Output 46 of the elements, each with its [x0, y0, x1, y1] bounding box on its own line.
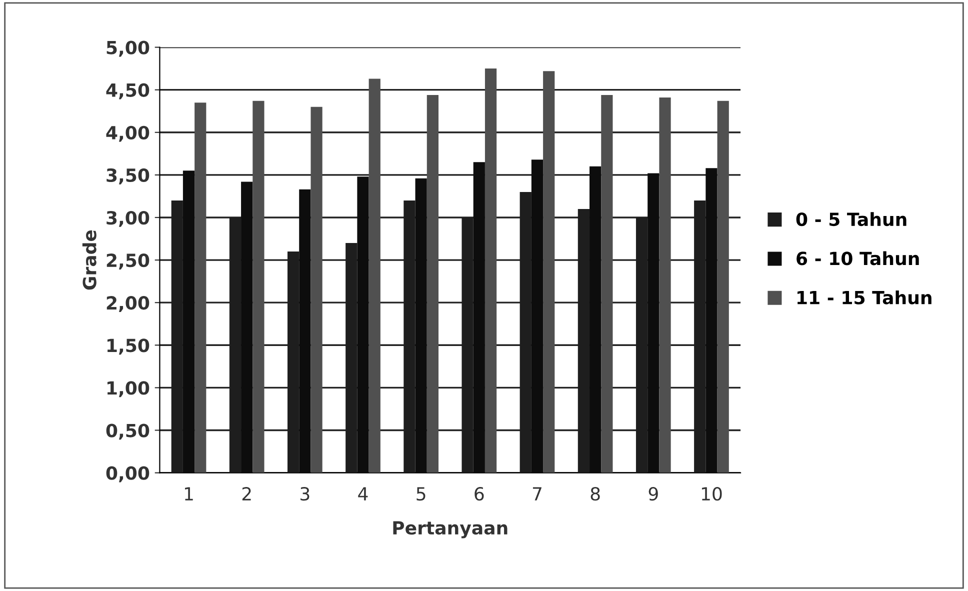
y-tick-label: 2,50: [106, 254, 150, 270]
bar: [182, 170, 195, 473]
bar: [241, 182, 253, 473]
bar: [590, 166, 602, 473]
bar: [310, 106, 322, 473]
x-tick-label: 8: [590, 487, 600, 501]
x-tick-label: 9: [648, 487, 658, 501]
legend-label: 11 - 15 Tahun: [798, 290, 932, 304]
x-tick-label: 10: [702, 487, 722, 501]
bar: [299, 189, 311, 473]
bar: [368, 78, 380, 473]
bar: [357, 176, 369, 473]
bar: [473, 162, 485, 473]
bar: [648, 173, 660, 473]
x-axis-title: Pertanyaan: [393, 521, 508, 538]
bar: [543, 71, 555, 473]
x-tick-label: 7: [532, 487, 542, 500]
x-tick-label: 4: [358, 487, 368, 500]
y-tick-label: 5,00: [106, 40, 150, 57]
y-tick-label: 4,00: [106, 126, 150, 142]
bar: [531, 160, 544, 473]
legend-label: 6 - 10 Tahun: [796, 251, 919, 266]
legend-label: 0 - 5 Tahun: [796, 212, 906, 226]
bar: [659, 97, 671, 473]
bar: [426, 94, 439, 473]
bar: [706, 168, 718, 473]
y-tick-label: 1,00: [107, 381, 150, 398]
y-tick-label: 3,50: [106, 168, 150, 184]
y-tick-label: 1,50: [107, 338, 150, 355]
bar: [252, 100, 264, 473]
bar: [717, 100, 729, 473]
bar: [194, 102, 206, 473]
y-axis-title: Grade: [82, 230, 96, 290]
y-tick-label: 0,00: [106, 466, 150, 482]
bar: [484, 68, 497, 473]
y-tick-label: 4,50: [106, 83, 150, 100]
y-tick-label: 3,00: [106, 210, 150, 227]
bar: [601, 94, 613, 473]
bar: [415, 178, 427, 473]
x-tick-label: 6: [474, 487, 484, 501]
y-tick-label: 0,50: [106, 424, 150, 440]
x-tick-label: 3: [300, 487, 310, 501]
x-tick-label: 5: [416, 487, 426, 501]
x-tick-label: 1: [185, 487, 193, 500]
y-tick-label: 2,00: [106, 296, 150, 312]
x-tick-label: 2: [242, 487, 251, 500]
